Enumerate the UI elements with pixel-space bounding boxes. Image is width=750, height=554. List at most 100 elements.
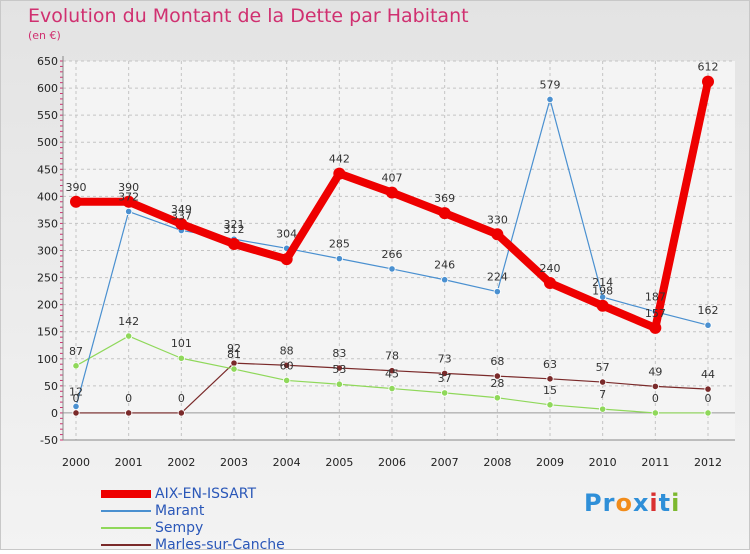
data-point: [599, 378, 607, 386]
data-point: [125, 409, 133, 417]
x-tick-label: 2010: [589, 456, 617, 469]
data-point: [230, 365, 238, 373]
data-label: 60: [280, 359, 294, 372]
logo-letter: i: [649, 489, 659, 517]
y-tick-label: 50: [44, 380, 58, 393]
data-label: 612: [698, 61, 719, 74]
data-label: 312: [224, 223, 245, 236]
data-point: [72, 409, 80, 417]
data-point: [72, 362, 80, 370]
data-label: 246: [434, 259, 455, 272]
data-point: [177, 409, 185, 417]
x-tick-label: 2001: [115, 456, 143, 469]
data-label: 0: [73, 392, 80, 405]
data-point: [704, 321, 712, 329]
data-label: 187: [645, 291, 666, 304]
data-label: 0: [705, 392, 712, 405]
data-point: [704, 385, 712, 393]
data-point: [546, 95, 554, 104]
legend-swatch: [101, 544, 151, 546]
data-label: 372: [118, 191, 139, 204]
data-label: 44: [701, 368, 715, 381]
data-label: 224: [487, 271, 508, 284]
data-point: [335, 255, 343, 263]
chart-title: Evolution du Montant de la Dette par Hab…: [28, 5, 469, 27]
data-label: 0: [178, 392, 185, 405]
x-tick-label: 2003: [220, 456, 248, 469]
data-label: 28: [490, 377, 504, 390]
data-point: [125, 332, 133, 340]
data-point: [72, 402, 80, 411]
data-point: [177, 354, 185, 362]
x-tick-label: 2007: [431, 456, 459, 469]
data-label: 37: [438, 372, 452, 385]
data-label: 579: [540, 78, 561, 91]
x-tick-label: 2005: [325, 456, 353, 469]
x-tick-label: 2012: [694, 456, 722, 469]
y-tick-label: 0: [51, 407, 58, 420]
data-label: 49: [648, 365, 662, 378]
data-label: 92: [227, 342, 241, 355]
data-label: 162: [698, 304, 719, 317]
data-point: [441, 276, 449, 284]
data-label: 214: [592, 276, 613, 289]
y-tick-label: 550: [37, 109, 58, 122]
legend-swatch: [101, 510, 151, 512]
proxiti-logo: Proxiti: [584, 489, 680, 517]
data-label: 101: [171, 337, 192, 350]
y-tick-label: -50: [40, 434, 58, 447]
logo-letter: o: [615, 489, 633, 517]
logo-letter: x: [632, 489, 650, 517]
data-label: 63: [543, 358, 557, 371]
data-label: 157: [645, 307, 666, 320]
y-tick-label: 300: [37, 245, 58, 258]
data-point: [122, 195, 135, 208]
data-point: [493, 372, 501, 380]
data-label: 304: [276, 227, 297, 240]
y-tick-label: 100: [37, 353, 58, 366]
data-label: 240: [540, 262, 561, 275]
data-label: 442: [329, 153, 350, 166]
data-point: [283, 376, 291, 385]
data-point: [388, 384, 396, 393]
x-tick-label: 2011: [641, 456, 669, 469]
data-label: 87: [69, 345, 83, 358]
logo-letter: r: [602, 489, 616, 517]
data-point: [491, 228, 504, 241]
x-tick-label: 2002: [167, 456, 195, 469]
data-point: [335, 364, 343, 372]
y-tick-label: 400: [37, 190, 58, 203]
data-point: [438, 207, 451, 220]
data-label: 88: [280, 344, 294, 357]
data-label: 369: [434, 192, 455, 205]
data-label: 7: [599, 388, 606, 401]
legend-swatch: [101, 527, 151, 529]
y-tick-label: 600: [37, 82, 58, 95]
data-point: [651, 382, 659, 390]
x-tick-label: 2008: [483, 456, 511, 469]
x-tick-label: 2006: [378, 456, 406, 469]
data-point: [175, 217, 188, 230]
x-tick-label: 2000: [62, 456, 90, 469]
data-label: 285: [329, 238, 350, 251]
logo-letter: i: [671, 489, 681, 517]
logo-letter: t: [658, 489, 672, 517]
data-label: 142: [118, 315, 139, 328]
y-tick-label: 450: [37, 163, 58, 176]
y-tick-label: 250: [37, 272, 58, 285]
data-point: [704, 409, 712, 417]
data-label: 198: [592, 285, 613, 298]
data-point: [546, 375, 554, 383]
y-tick-label: 650: [37, 55, 58, 68]
data-point: [70, 195, 82, 208]
data-point: [388, 265, 396, 273]
data-point: [596, 299, 609, 312]
data-point: [599, 405, 607, 413]
legend-label: Marles-sur-Canche: [155, 537, 285, 553]
data-label: 0: [125, 392, 132, 405]
data-label: 12: [69, 385, 83, 398]
data-label: 266: [382, 248, 403, 261]
data-label: 57: [596, 361, 610, 374]
data-point: [335, 380, 343, 388]
